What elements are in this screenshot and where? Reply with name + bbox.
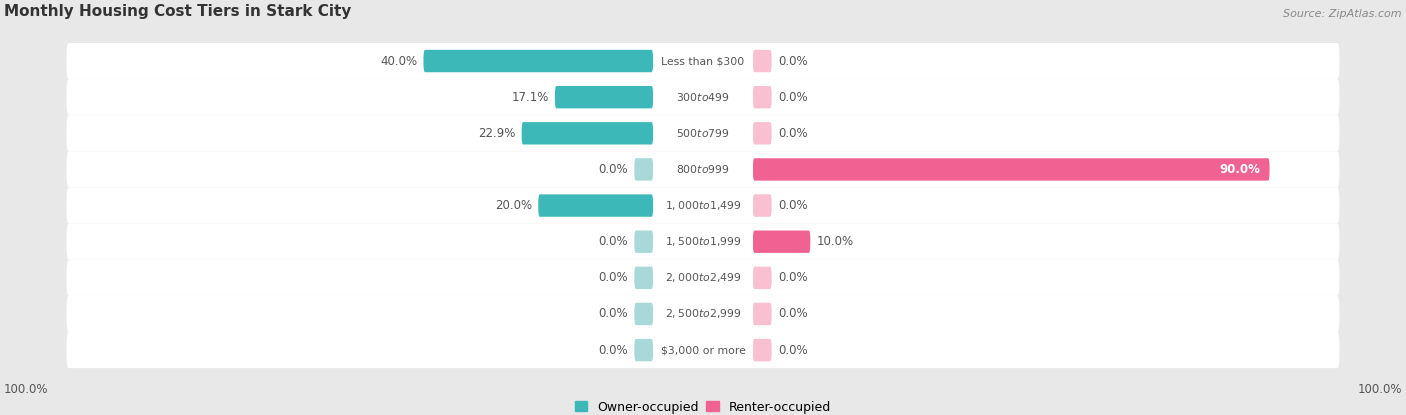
FancyBboxPatch shape bbox=[66, 332, 1340, 368]
FancyBboxPatch shape bbox=[652, 194, 754, 217]
Text: 10.0%: 10.0% bbox=[817, 235, 853, 248]
FancyBboxPatch shape bbox=[652, 86, 754, 108]
Legend: Owner-occupied, Renter-occupied: Owner-occupied, Renter-occupied bbox=[575, 400, 831, 413]
FancyBboxPatch shape bbox=[754, 303, 772, 325]
FancyBboxPatch shape bbox=[652, 266, 754, 289]
FancyBboxPatch shape bbox=[754, 86, 772, 108]
Text: 100.0%: 100.0% bbox=[4, 383, 49, 396]
FancyBboxPatch shape bbox=[66, 224, 1340, 260]
FancyBboxPatch shape bbox=[66, 115, 1340, 151]
FancyBboxPatch shape bbox=[634, 266, 652, 289]
FancyBboxPatch shape bbox=[652, 158, 754, 181]
Text: 0.0%: 0.0% bbox=[778, 199, 807, 212]
FancyBboxPatch shape bbox=[754, 122, 772, 144]
Text: 0.0%: 0.0% bbox=[778, 271, 807, 284]
FancyBboxPatch shape bbox=[66, 296, 1340, 332]
Text: 0.0%: 0.0% bbox=[778, 54, 807, 68]
FancyBboxPatch shape bbox=[634, 339, 652, 361]
Text: $1,000 to $1,499: $1,000 to $1,499 bbox=[665, 199, 741, 212]
Text: Source: ZipAtlas.com: Source: ZipAtlas.com bbox=[1284, 10, 1402, 20]
Text: Monthly Housing Cost Tiers in Stark City: Monthly Housing Cost Tiers in Stark City bbox=[4, 5, 352, 20]
Text: $500 to $799: $500 to $799 bbox=[676, 127, 730, 139]
FancyBboxPatch shape bbox=[652, 50, 754, 72]
FancyBboxPatch shape bbox=[652, 303, 754, 325]
Text: $2,000 to $2,499: $2,000 to $2,499 bbox=[665, 271, 741, 284]
Text: 0.0%: 0.0% bbox=[599, 271, 628, 284]
FancyBboxPatch shape bbox=[66, 79, 1340, 115]
Text: 40.0%: 40.0% bbox=[380, 54, 418, 68]
Text: 90.0%: 90.0% bbox=[1219, 163, 1260, 176]
Text: $800 to $999: $800 to $999 bbox=[676, 164, 730, 176]
Text: Less than $300: Less than $300 bbox=[661, 56, 745, 66]
FancyBboxPatch shape bbox=[754, 266, 772, 289]
FancyBboxPatch shape bbox=[66, 188, 1340, 224]
FancyBboxPatch shape bbox=[423, 50, 652, 72]
FancyBboxPatch shape bbox=[754, 194, 772, 217]
FancyBboxPatch shape bbox=[66, 43, 1340, 79]
Text: $3,000 or more: $3,000 or more bbox=[661, 345, 745, 355]
Text: 100.0%: 100.0% bbox=[1357, 383, 1402, 396]
FancyBboxPatch shape bbox=[652, 339, 754, 361]
FancyBboxPatch shape bbox=[754, 230, 810, 253]
Text: $1,500 to $1,999: $1,500 to $1,999 bbox=[665, 235, 741, 248]
Text: $300 to $499: $300 to $499 bbox=[676, 91, 730, 103]
FancyBboxPatch shape bbox=[652, 122, 754, 144]
Text: 0.0%: 0.0% bbox=[599, 308, 628, 320]
Text: 0.0%: 0.0% bbox=[599, 344, 628, 356]
FancyBboxPatch shape bbox=[754, 158, 1270, 181]
FancyBboxPatch shape bbox=[634, 303, 652, 325]
FancyBboxPatch shape bbox=[754, 50, 772, 72]
FancyBboxPatch shape bbox=[66, 260, 1340, 296]
Text: 0.0%: 0.0% bbox=[778, 308, 807, 320]
Text: $2,500 to $2,999: $2,500 to $2,999 bbox=[665, 308, 741, 320]
FancyBboxPatch shape bbox=[634, 230, 652, 253]
FancyBboxPatch shape bbox=[538, 194, 652, 217]
Text: 0.0%: 0.0% bbox=[599, 235, 628, 248]
FancyBboxPatch shape bbox=[634, 158, 652, 181]
Text: 0.0%: 0.0% bbox=[778, 127, 807, 140]
Text: 22.9%: 22.9% bbox=[478, 127, 516, 140]
FancyBboxPatch shape bbox=[652, 230, 754, 253]
Text: 0.0%: 0.0% bbox=[599, 163, 628, 176]
FancyBboxPatch shape bbox=[555, 86, 652, 108]
FancyBboxPatch shape bbox=[522, 122, 652, 144]
Text: 0.0%: 0.0% bbox=[778, 90, 807, 104]
Text: 0.0%: 0.0% bbox=[778, 344, 807, 356]
Text: 20.0%: 20.0% bbox=[495, 199, 531, 212]
Text: 17.1%: 17.1% bbox=[512, 90, 548, 104]
FancyBboxPatch shape bbox=[66, 151, 1340, 188]
FancyBboxPatch shape bbox=[754, 339, 772, 361]
